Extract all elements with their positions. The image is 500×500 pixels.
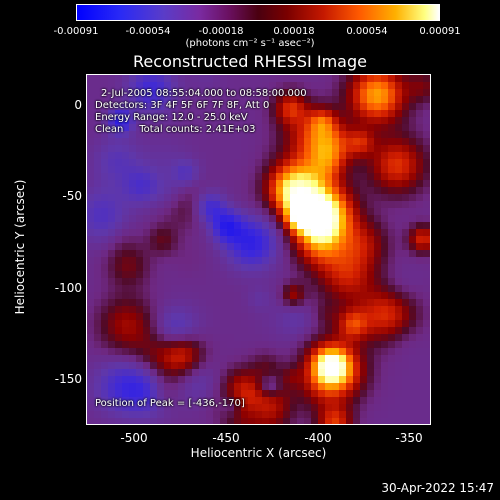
y-axis-label: Heliocentric Y (arcsec) (13, 179, 27, 315)
y-tick: -100 (54, 281, 82, 295)
colorbar (76, 4, 440, 21)
colorbar-tick: -0.00054 (125, 26, 171, 37)
colorbar-units: (photons cm⁻² s⁻¹ asec⁻²) (185, 38, 315, 49)
y-tick: 0 (74, 98, 82, 112)
clean-counts-label: Clean Total counts: 2.41E+03 (95, 124, 256, 135)
colorbar-tick: 0.00054 (346, 26, 388, 37)
x-axis-label: Heliocentric X (arcsec) (190, 446, 327, 460)
colorbar-tick: 0.00091 (419, 26, 461, 37)
detectors-label: Detectors: 3F 4F 5F 6F 7F 8F, Att 0 (95, 100, 270, 111)
peak-position-label: Position of Peak = [-436,-170] (95, 398, 245, 409)
heatmap-image (87, 75, 430, 424)
colorbar-tick: -0.00091 (53, 26, 99, 37)
x-tick: -350 (395, 431, 423, 445)
image-plot: 2-Jul-2005 08:55:04.000 to 08:58:00.000 … (86, 74, 431, 425)
y-tick: -50 (62, 189, 82, 203)
energy-range-label: Energy Range: 12.0 - 25.0 keV (95, 112, 248, 123)
x-tick: -500 (120, 431, 148, 445)
image-title: Reconstructed RHESSI Image (133, 52, 367, 71)
x-tick: -400 (304, 431, 332, 445)
datestamp: 30-Apr-2022 15:47 (381, 481, 494, 495)
time-range-label: 2-Jul-2005 08:55:04.000 to 08:58:00.000 (101, 88, 307, 99)
y-tick: -150 (54, 372, 82, 386)
x-tick: -450 (212, 431, 240, 445)
colorbar-tick: 0.00018 (273, 26, 315, 37)
colorbar-tick: -0.00018 (198, 26, 244, 37)
